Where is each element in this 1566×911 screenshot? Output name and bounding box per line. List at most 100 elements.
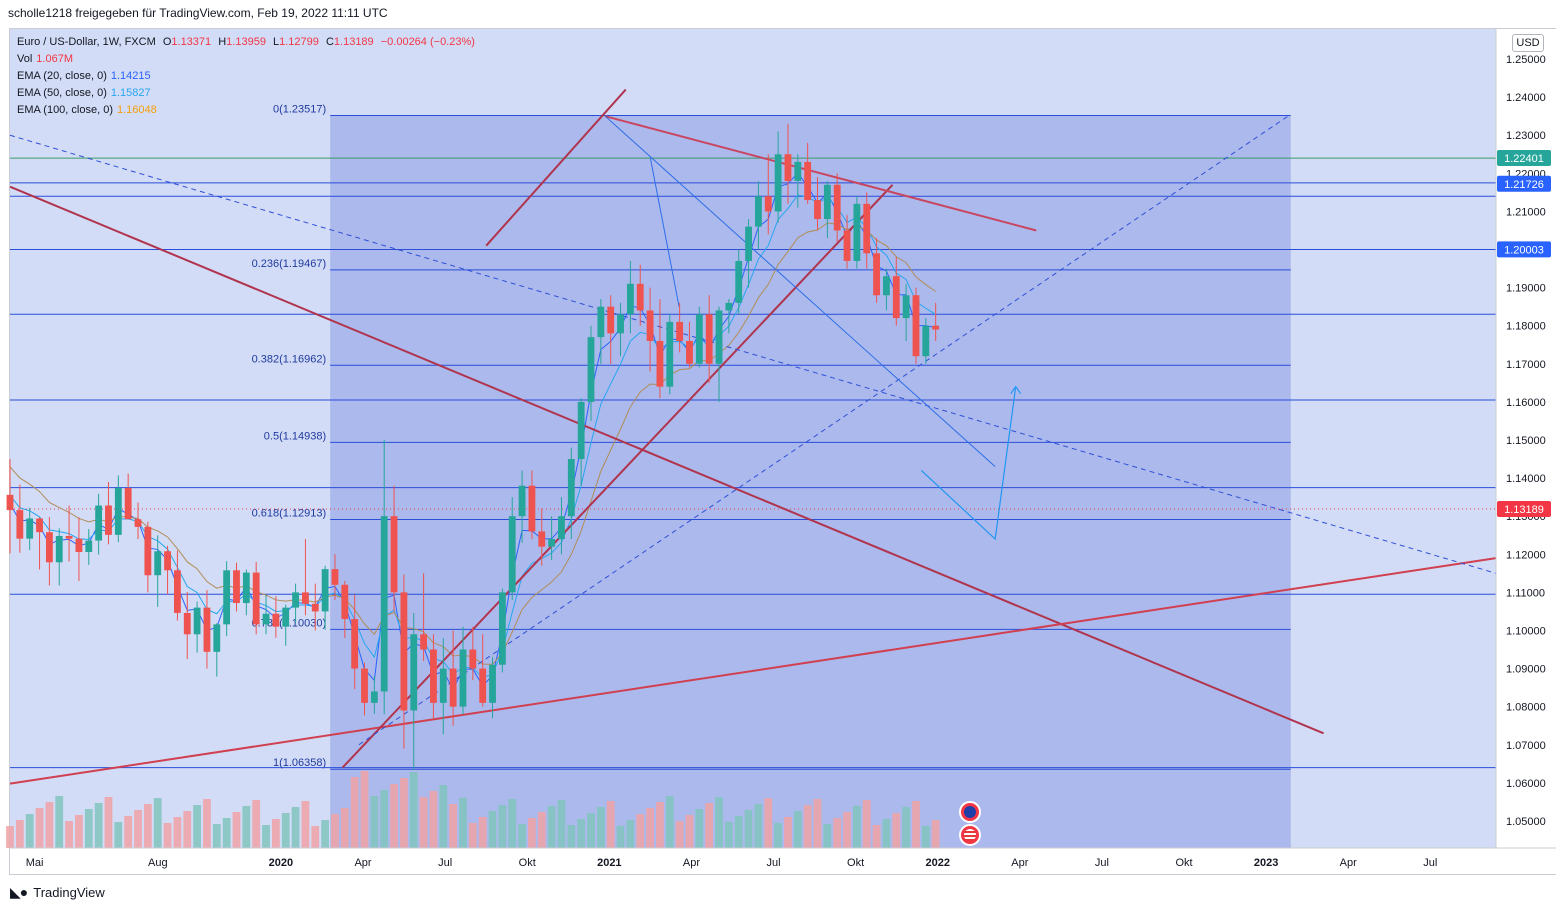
candle-body bbox=[459, 649, 467, 707]
time-tick-label: 2022 bbox=[925, 857, 949, 869]
volume-bar bbox=[6, 826, 14, 848]
volume-bar bbox=[892, 813, 901, 848]
volume-bar bbox=[636, 814, 645, 848]
price-tick-label: 1.19000 bbox=[1506, 283, 1546, 295]
trendline bbox=[9, 185, 1324, 735]
candle-body bbox=[36, 518, 43, 533]
volume-bar bbox=[774, 823, 783, 848]
price-tick-label: 1.25000 bbox=[1506, 54, 1546, 66]
price-tick-label: 1.24000 bbox=[1506, 92, 1546, 104]
volume-bar bbox=[537, 812, 546, 848]
candle-body bbox=[400, 592, 408, 711]
eu-flag-event-icon[interactable] bbox=[959, 801, 981, 823]
candle-body bbox=[538, 531, 546, 547]
candle-body bbox=[695, 314, 703, 364]
candle-body bbox=[745, 226, 752, 261]
volume-bar bbox=[262, 825, 270, 848]
symbol-name[interactable]: Euro / US-Dollar, 1W, FXCM bbox=[17, 36, 156, 48]
legend-ema50-row[interactable]: EMA (50, close, 0) 1.15827 bbox=[17, 85, 475, 102]
volume-bar bbox=[665, 796, 674, 848]
price-badge-label: 1.20003 bbox=[1504, 244, 1544, 256]
volume-bar bbox=[557, 800, 566, 848]
legend-volume-row[interactable]: Vol 1.067M bbox=[17, 51, 475, 68]
volume-bar bbox=[547, 806, 556, 848]
candle-body bbox=[932, 325, 940, 330]
trendline bbox=[9, 557, 1497, 785]
candle-body bbox=[95, 505, 103, 541]
price-tick-label: 1.07000 bbox=[1506, 740, 1546, 752]
price-badge bbox=[1497, 175, 1551, 192]
volume-bar bbox=[468, 823, 477, 848]
price-tick-label: 1.18000 bbox=[1506, 321, 1546, 333]
legend-ema20-row[interactable]: EMA (20, close, 0) 1.14215 bbox=[17, 68, 475, 85]
volume-bar bbox=[587, 813, 595, 848]
volume-bar bbox=[370, 796, 379, 848]
volume-bar bbox=[744, 810, 753, 848]
volume-bar bbox=[616, 826, 625, 848]
candle-body bbox=[843, 230, 851, 261]
candle-body bbox=[242, 572, 250, 604]
volume-bar bbox=[331, 814, 339, 848]
candle-body bbox=[390, 516, 398, 593]
currency-button[interactable]: USD bbox=[1512, 34, 1544, 52]
tradingview-logo-icon[interactable]: ◣● bbox=[10, 884, 28, 900]
candle-body bbox=[577, 401, 585, 460]
footer: ◣● TradingView bbox=[10, 884, 105, 901]
open-value: 1.13371 bbox=[171, 36, 212, 48]
volume-bar bbox=[94, 803, 103, 848]
time-tick-label: Apr bbox=[354, 857, 371, 869]
volume-bar bbox=[271, 819, 280, 848]
dashed-trendline bbox=[358, 113, 1292, 746]
plot-background bbox=[10, 29, 1496, 848]
volume-bar bbox=[252, 800, 261, 848]
candle-body bbox=[449, 668, 457, 707]
volume-bar bbox=[311, 826, 320, 848]
fib-level-label: 0.618(1.12913) bbox=[252, 508, 327, 520]
candle-body bbox=[420, 634, 428, 650]
candle-body bbox=[617, 314, 624, 334]
candles bbox=[6, 123, 940, 770]
volume-bar bbox=[321, 820, 330, 848]
trendline bbox=[485, 88, 627, 247]
candle-body bbox=[134, 519, 142, 527]
volume-bar bbox=[921, 826, 930, 848]
us-flag-event-icon[interactable] bbox=[959, 824, 981, 846]
candle-body bbox=[380, 516, 388, 692]
volume-bar bbox=[222, 818, 231, 848]
candle-body bbox=[203, 607, 211, 652]
candle-body bbox=[430, 649, 437, 703]
candle-body bbox=[607, 306, 615, 334]
candle-body bbox=[65, 536, 73, 539]
candle-body bbox=[193, 607, 201, 635]
fibonacci-retracement: 0(1.23517) 0.236(1.19467) 0.382(1.16962) 0.… bbox=[252, 104, 1291, 849]
candle-body bbox=[55, 536, 63, 563]
volume-bar bbox=[25, 814, 34, 848]
time-tick-label: Okt bbox=[519, 857, 536, 869]
volume-bar bbox=[212, 824, 221, 848]
volume-bar bbox=[242, 806, 251, 848]
time-tick-label: Apr bbox=[683, 857, 700, 869]
candle-body bbox=[814, 200, 821, 220]
ema50-value: 1.15827 bbox=[110, 87, 151, 99]
volume-bar bbox=[65, 821, 73, 848]
volume-bar bbox=[931, 820, 940, 848]
price-tick-label: 1.08000 bbox=[1506, 702, 1546, 714]
volume-bar bbox=[360, 771, 369, 848]
legend-ema100-row[interactable]: EMA (100, close, 0) 1.16048 bbox=[17, 102, 475, 119]
volume-bar bbox=[784, 817, 792, 848]
time-tick-label: Okt bbox=[847, 857, 864, 869]
volume-bar bbox=[872, 825, 881, 848]
volume-bar bbox=[419, 797, 428, 848]
fib-level-label: 0.5(1.14938) bbox=[264, 430, 326, 442]
volume-bar bbox=[350, 777, 359, 848]
volume-bar bbox=[852, 806, 861, 848]
ema50-label: EMA (50, close, 0) bbox=[17, 87, 107, 99]
volume-bar bbox=[764, 798, 773, 848]
fib-shaded-area bbox=[330, 115, 1291, 849]
volume-bar bbox=[518, 824, 526, 848]
volume-bar bbox=[390, 784, 398, 848]
candle-body bbox=[351, 619, 359, 669]
volume-bar bbox=[380, 790, 389, 848]
candle-body bbox=[114, 488, 122, 535]
